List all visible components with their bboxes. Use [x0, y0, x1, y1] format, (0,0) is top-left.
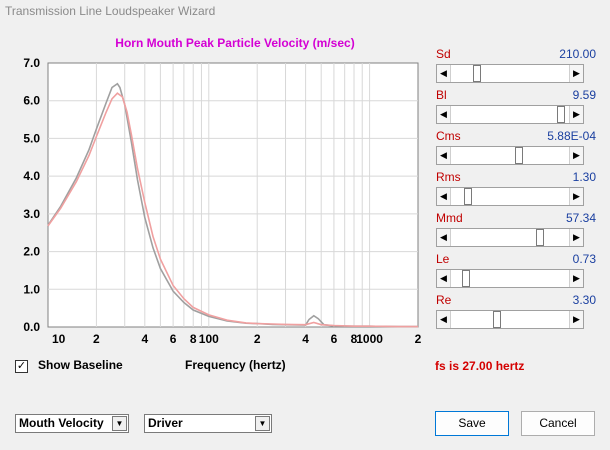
param-value-sd: 210.00 [559, 47, 596, 61]
source-select[interactable]: Driver ▼ [144, 414, 272, 433]
y-tick-label: 4.0 [23, 169, 40, 183]
slider-thumb[interactable] [492, 311, 501, 328]
x-tick-label: 10 [52, 332, 66, 346]
chevron-left-icon[interactable]: ◀ [437, 106, 451, 123]
chevron-down-icon[interactable]: ▼ [112, 416, 127, 431]
x-tick-label: 4 [141, 332, 148, 346]
check-mark-icon: ✓ [16, 360, 27, 372]
plot-type-value: Mouth Velocity [19, 416, 104, 430]
chevron-left-icon[interactable]: ◀ [437, 65, 451, 82]
plot-type-select[interactable]: Mouth Velocity ▼ [15, 414, 129, 433]
param-value-mmd: 57.34 [565, 211, 596, 225]
x-axis-label: Frequency (hertz) [185, 358, 286, 372]
chevron-left-icon[interactable]: ◀ [437, 147, 451, 164]
chevron-right-icon[interactable]: ▶ [569, 270, 583, 287]
param-slider-rms[interactable]: ◀ ▶ [436, 187, 584, 206]
x-tick-label: 2 [93, 332, 100, 346]
y-tick-label: 1.0 [23, 282, 40, 296]
source-value: Driver [148, 416, 183, 430]
current-series-line [47, 92, 418, 328]
y-tick-label: 2.0 [23, 245, 40, 259]
param-label-mmd: Mmd [436, 211, 463, 225]
show-baseline-label[interactable]: Show Baseline [38, 358, 123, 372]
x-tick-label: 6 [331, 332, 338, 346]
velocity-chart: 0.01.02.03.04.05.06.07.010 2 4 6 8 100 2 4 6 8100… [23, 56, 422, 346]
param-slider-sd[interactable]: ◀ ▶ [436, 64, 584, 83]
chevron-right-icon[interactable]: ▶ [569, 311, 583, 328]
chevron-left-icon[interactable]: ◀ [437, 311, 451, 328]
x-tick-label: 8 [190, 332, 197, 346]
slider-thumb[interactable] [514, 147, 523, 164]
x-tick-label: 100 [199, 332, 219, 346]
chart-title: Horn Mouth Peak Particle Velocity (m/sec… [115, 36, 355, 50]
y-tick-label: 3.0 [23, 207, 40, 221]
slider-thumb[interactable] [535, 229, 544, 246]
baseline-series-line [47, 82, 418, 328]
param-label-bl: Bl [436, 88, 447, 102]
chevron-left-icon[interactable]: ◀ [437, 188, 451, 205]
param-label-re: Re [436, 293, 452, 307]
param-value-le: 0.73 [572, 252, 596, 266]
x-tick-label: 1000 [356, 332, 383, 346]
plot-area [47, 62, 419, 328]
x-tick-label: 6 [170, 332, 177, 346]
slider-thumb[interactable] [556, 106, 565, 123]
y-tick-label: 6.0 [23, 94, 40, 108]
param-value-cms: 5.88E-04 [547, 129, 596, 143]
chevron-right-icon[interactable]: ▶ [569, 65, 583, 82]
x-tick-label: 8 [351, 332, 358, 346]
slider-thumb[interactable] [464, 188, 473, 205]
chevron-right-icon[interactable]: ▶ [569, 229, 583, 246]
slider-thumb[interactable] [462, 270, 470, 287]
param-label-sd: Sd [436, 47, 451, 61]
chevron-down-icon[interactable]: ▼ [255, 416, 270, 431]
y-tick-label: 5.0 [23, 131, 40, 145]
y-tick-label: 7.0 [23, 56, 40, 70]
param-value-rms: 1.30 [572, 170, 596, 184]
param-slider-le[interactable]: ◀ ▶ [436, 269, 584, 288]
param-label-rms: Rms [436, 170, 461, 184]
param-slider-cms[interactable]: ◀ ▶ [436, 146, 584, 165]
window-title: Transmission Line Loudspeaker Wizard [5, 4, 216, 18]
chevron-right-icon[interactable]: ▶ [569, 188, 583, 205]
fs-readout: fs is 27.00 hertz [435, 359, 525, 373]
chevron-right-icon[interactable]: ▶ [569, 106, 583, 123]
title-bar: Transmission Line Loudspeaker Wizard [0, 0, 610, 22]
param-slider-mmd[interactable]: ◀ ▶ [436, 228, 584, 247]
x-tick-label: 2 [415, 332, 422, 346]
param-value-bl: 9.59 [572, 88, 596, 102]
chevron-left-icon[interactable]: ◀ [437, 270, 451, 287]
param-slider-re[interactable]: ◀ ▶ [436, 310, 584, 329]
show-baseline-checkbox[interactable]: ✓ [15, 360, 28, 373]
chevron-right-icon[interactable]: ▶ [569, 147, 583, 164]
x-tick-label: 2 [254, 332, 261, 346]
y-tick-label: 0.0 [23, 320, 40, 334]
param-label-le: Le [436, 252, 450, 266]
save-button[interactable]: Save [435, 411, 509, 436]
cancel-button[interactable]: Cancel [521, 411, 595, 436]
slider-thumb[interactable] [473, 65, 481, 82]
param-label-cms: Cms [436, 129, 461, 143]
param-value-re: 3.30 [572, 293, 596, 307]
chevron-left-icon[interactable]: ◀ [437, 229, 451, 246]
x-tick-label: 4 [302, 332, 309, 346]
param-slider-bl[interactable]: ◀ ▶ [436, 105, 584, 124]
